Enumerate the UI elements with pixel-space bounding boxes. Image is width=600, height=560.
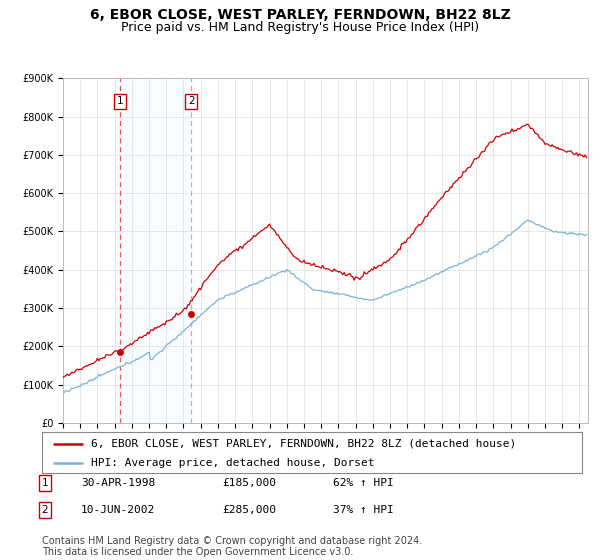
- Text: 37% ↑ HPI: 37% ↑ HPI: [333, 505, 394, 515]
- Text: 6, EBOR CLOSE, WEST PARLEY, FERNDOWN, BH22 8LZ: 6, EBOR CLOSE, WEST PARLEY, FERNDOWN, BH…: [89, 8, 511, 22]
- Text: 6, EBOR CLOSE, WEST PARLEY, FERNDOWN, BH22 8LZ (detached house): 6, EBOR CLOSE, WEST PARLEY, FERNDOWN, BH…: [91, 439, 516, 449]
- Text: Contains HM Land Registry data © Crown copyright and database right 2024.
This d: Contains HM Land Registry data © Crown c…: [42, 535, 422, 557]
- Text: £285,000: £285,000: [222, 505, 276, 515]
- Text: 30-APR-1998: 30-APR-1998: [81, 478, 155, 488]
- Bar: [121, 78, 191, 423]
- Text: 1: 1: [41, 478, 49, 488]
- Text: Price paid vs. HM Land Registry's House Price Index (HPI): Price paid vs. HM Land Registry's House …: [121, 21, 479, 34]
- Text: HPI: Average price, detached house, Dorset: HPI: Average price, detached house, Dors…: [91, 458, 374, 468]
- Text: 2: 2: [41, 505, 49, 515]
- Text: 62% ↑ HPI: 62% ↑ HPI: [333, 478, 394, 488]
- Text: 2: 2: [188, 96, 194, 106]
- Text: 10-JUN-2002: 10-JUN-2002: [81, 505, 155, 515]
- Text: 1: 1: [117, 96, 124, 106]
- Text: £185,000: £185,000: [222, 478, 276, 488]
